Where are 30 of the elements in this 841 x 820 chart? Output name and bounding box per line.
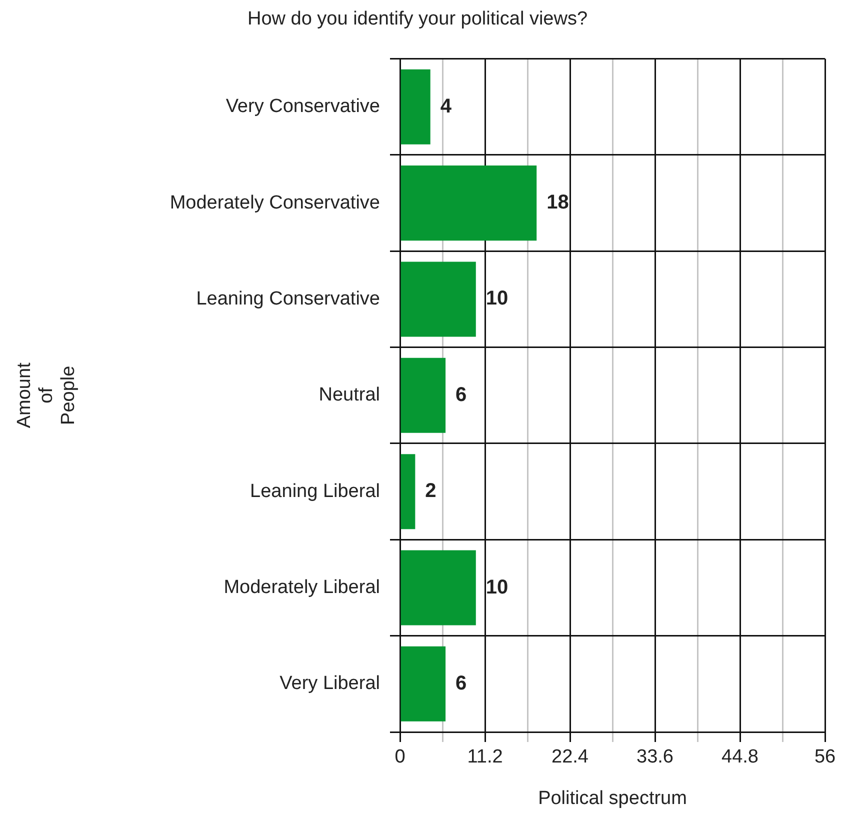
x-tick-label: 11.2 — [467, 746, 503, 768]
x-tick-label: 44.8 — [722, 746, 758, 768]
y-tick-label: Moderately Conservative — [170, 192, 380, 214]
x-tick-label: 33.6 — [636, 746, 674, 768]
bar — [400, 646, 446, 722]
x-tick-label: 22.4 — [552, 746, 589, 768]
bar — [400, 69, 430, 144]
y-tick-label: Moderately Liberal — [224, 576, 380, 598]
y-tick-label: Neutral — [318, 384, 380, 406]
bar — [400, 454, 416, 530]
y-tick-label: Leaning Liberal — [250, 480, 380, 502]
y-tick-label: Very Liberal — [280, 673, 380, 694]
bar — [400, 550, 476, 626]
data-label: 18 — [546, 192, 569, 214]
y-axis-title: Amount of People — [14, 362, 79, 428]
x-tick-label: 56 — [814, 746, 836, 768]
data-label: 4 — [440, 95, 452, 118]
x-axis-title: Political spectrum — [538, 788, 687, 809]
data-label: 2 — [425, 480, 436, 502]
y-tick-label: Leaning Conservative — [196, 288, 380, 310]
data-label: 10 — [486, 288, 508, 310]
data-label: 6 — [456, 384, 467, 406]
data-label: 10 — [486, 576, 508, 598]
bar — [400, 166, 537, 241]
bar — [400, 262, 476, 337]
data-label: 6 — [456, 672, 467, 694]
x-tick-label: 0 — [394, 746, 406, 768]
y-tick-label: Very Conservative — [226, 96, 380, 118]
bar — [400, 358, 446, 433]
chart-title: How do you identify your political views? — [247, 8, 588, 30]
